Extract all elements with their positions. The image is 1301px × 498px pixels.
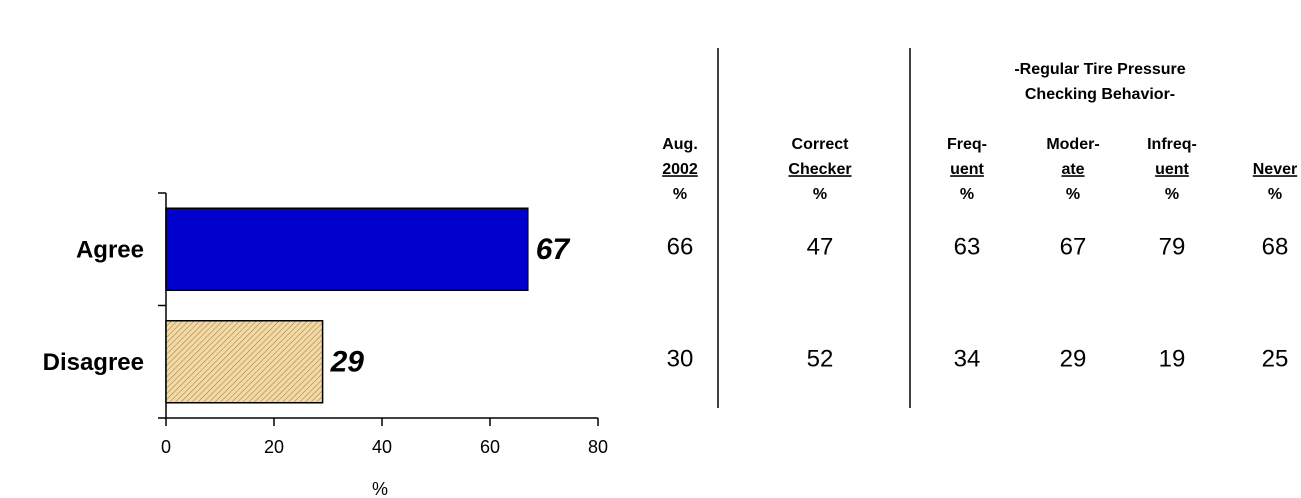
column-header: % [960,186,974,203]
bar [165,320,324,404]
table-cell: 52 [807,345,834,372]
column-header: uent [950,161,984,178]
table-cell: 25 [1262,345,1289,372]
column-header: % [673,186,687,203]
table-cell: 68 [1262,233,1289,260]
column-header: ate [1061,161,1084,178]
x-tick-label: 80 [588,437,608,457]
table-cell: 63 [954,233,981,260]
x-tick-label: 60 [480,437,500,457]
column-header: Correct [792,136,850,153]
table-cell: 47 [807,233,834,260]
column-header: Infreq- [1147,136,1197,153]
x-tick-label: 0 [161,437,171,457]
column-header: % [1066,186,1080,203]
column-header: Aug. [662,136,698,153]
bar [165,207,529,291]
table-cell: 67 [1060,233,1087,260]
value-label: 29 [330,346,365,379]
x-tick-label: 40 [372,437,392,457]
table-cell: 66 [667,233,694,260]
value-label: 67 [536,233,571,266]
table-cell: 29 [1060,345,1087,372]
table-cell: 30 [667,345,694,372]
column-header: % [813,186,827,203]
x-axis-label: % [372,479,388,498]
column-header: % [1165,186,1179,203]
category-label: Disagree [43,349,144,376]
column-header: Freq- [947,136,987,153]
group-header: Checking Behavior- [1025,86,1175,103]
column-header: uent [1155,161,1189,178]
group-header: -Regular Tire Pressure [1014,61,1185,78]
column-header: 2002 [662,161,698,178]
column-header: Never [1253,161,1297,178]
table-cell: 79 [1159,233,1186,260]
category-label: Agree [76,237,144,264]
table-cell: 19 [1159,345,1186,372]
column-header: % [1268,186,1282,203]
table-cell: 34 [954,345,981,372]
column-header: Moder- [1046,136,1099,153]
x-tick-label: 20 [264,437,284,457]
column-header: Checker [788,161,851,178]
